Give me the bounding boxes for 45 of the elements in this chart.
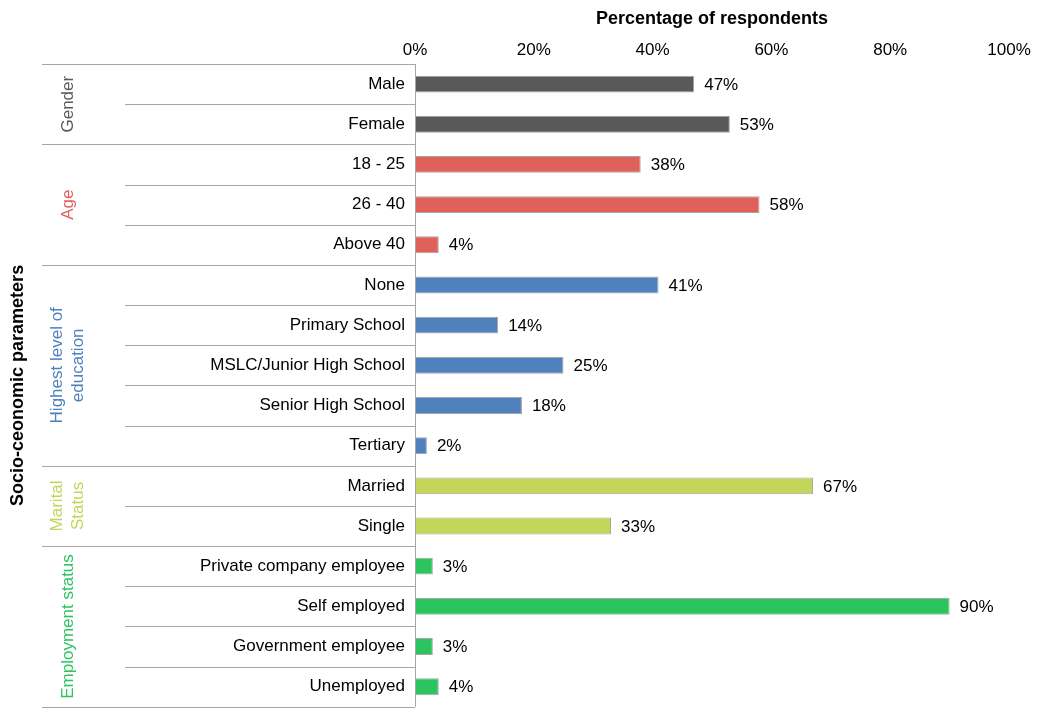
text: Employment status — [57, 554, 77, 699]
data-label: 41% — [668, 275, 703, 295]
y-tick-label: None — [364, 274, 405, 294]
y-tick-label: Above 40 — [333, 234, 405, 254]
y-tick-label: Unemployed — [309, 676, 405, 696]
data-label: 4% — [448, 235, 474, 255]
data-label: 33% — [621, 516, 656, 536]
data-label: 47% — [704, 74, 739, 94]
data-label: 38% — [650, 155, 685, 175]
data-label: 67% — [822, 476, 858, 496]
y-tick-label: Private company employee — [199, 555, 405, 575]
y-tick-label: Self employed — [297, 596, 405, 616]
y-tick-label: Married — [347, 475, 405, 495]
data-label: 3% — [442, 556, 468, 576]
y-tick-label: Single — [357, 515, 405, 535]
x-axis-title: Percentage of respondents — [595, 7, 829, 28]
data-label: 14% — [508, 315, 543, 335]
data-label: 4% — [448, 677, 474, 697]
data-label: 18% — [531, 396, 566, 416]
text: Highest level of education — [47, 306, 88, 424]
data-label: 90% — [959, 597, 994, 617]
data-label: 25% — [573, 356, 608, 375]
text: Marital Status — [47, 480, 88, 532]
y-tick-label: Tertiary — [349, 435, 406, 455]
y-tick-label: Government employee — [233, 636, 405, 656]
data-label: 3% — [442, 637, 468, 657]
data-label: 53% — [739, 114, 774, 134]
y-tick-label: MSLC/Junior High School — [210, 355, 405, 374]
text: Socio-ceonomic parameters — [6, 264, 27, 506]
text: Age — [57, 189, 77, 220]
x-tick-label: 100% — [987, 40, 1031, 60]
x-tick-label: 60% — [754, 40, 789, 60]
y-tick-label: 18 - 25 — [352, 154, 405, 174]
x-tick-label: 80% — [873, 40, 908, 60]
y-tick-label: Female — [348, 113, 405, 133]
y-tick-label: Male — [368, 73, 405, 93]
y-tick-label: 26 - 40 — [352, 194, 405, 214]
x-tick-label: 0% — [402, 40, 428, 60]
y-tick-label: Senior High School — [259, 395, 405, 415]
y-tick-label: Primary School — [289, 314, 405, 334]
x-tick-label: 40% — [635, 40, 670, 60]
data-label: 2% — [436, 436, 462, 456]
x-tick-label: 20% — [516, 40, 551, 60]
text: Gender — [57, 75, 77, 133]
data-label: 58% — [769, 195, 804, 215]
